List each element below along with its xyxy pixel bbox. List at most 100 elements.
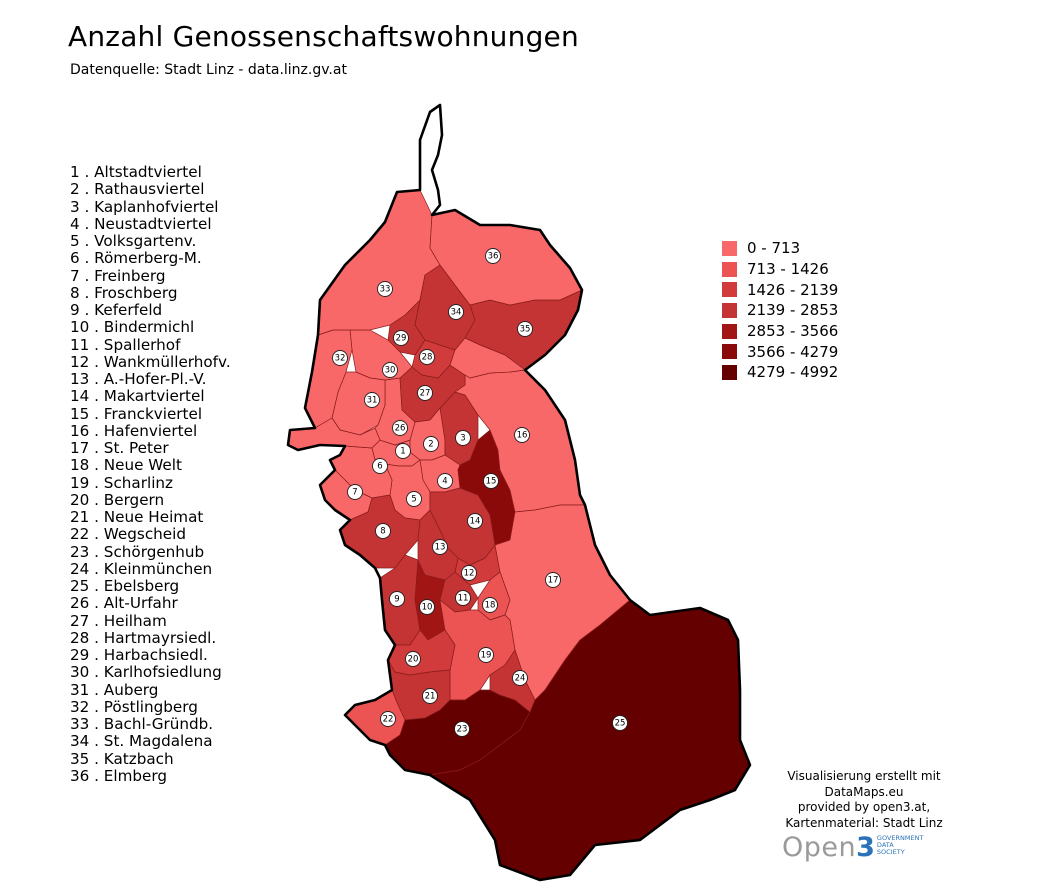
legend-label: 2139 - 2853: [747, 301, 839, 320]
legend-swatch: [722, 364, 737, 380]
district-list-item: 9 . Keferfeld: [70, 301, 163, 319]
district-markers: 1234567891011121314151617181920212223242…: [332, 248, 628, 737]
district-marker-label: 8: [380, 527, 385, 537]
district-region-24: [489, 649, 536, 713]
credits: Visualisierung erstellt mit DataMaps.eu …: [776, 769, 952, 831]
district-marker-label: 19: [481, 651, 492, 661]
legend-item: 1426 - 2139: [722, 279, 838, 300]
district-marker: 19: [478, 647, 494, 663]
district-marker-label: 4: [442, 477, 447, 487]
district-marker: 13: [432, 539, 448, 555]
district-list: 1 . Altstadtviertel 2 . Rathausviertel 3 .…: [70, 164, 240, 785]
district-marker: 30: [382, 362, 398, 378]
district-marker: 2: [423, 436, 439, 452]
district-marker-label: 26: [395, 424, 406, 434]
district-list-item: 12 . Wankmüllerhofv.: [70, 352, 231, 371]
district-marker: 4: [437, 473, 453, 489]
legend-label: 1426 - 2139: [747, 280, 839, 299]
district-marker-label: 27: [420, 389, 431, 399]
district-marker: 6: [372, 458, 388, 474]
legend-label: 2853 - 3566: [747, 322, 839, 341]
district-list-item: 2 . Rathausviertel: [70, 180, 205, 199]
district-marker: 26: [392, 420, 408, 436]
district-marker-label: 35: [520, 325, 531, 335]
credit-line: provided by open3.at,: [797, 800, 931, 814]
map-title: Anzahl Genossenschaftswohnungen: [68, 20, 579, 53]
district-list-item: 25 . Ebelsberg: [70, 577, 180, 595]
district-list-item: 5 . Volksgartenv.: [70, 232, 197, 250]
credit-line: Kartenmaterial: Stadt Linz: [785, 815, 943, 830]
logo-sub-text: GOVERNMENT DATA SOCIETY: [876, 833, 924, 856]
legend-item: 713 - 1426: [722, 259, 838, 280]
district-list-item: 17 . St. Peter: [70, 439, 169, 457]
district-list-item: 27 . Heilham: [70, 611, 167, 630]
logo-sub-line: DATA: [876, 840, 894, 849]
district-list-item: 21 . Neue Heimat: [70, 508, 204, 526]
district-list-item: 15 . Franckviertel: [70, 404, 203, 423]
district-marker: 25: [612, 715, 628, 731]
legend-item: 2853 - 3566: [722, 321, 838, 342]
district-marker-label: 36: [488, 252, 499, 262]
district-marker: 36: [485, 248, 501, 264]
district-marker: 14: [467, 513, 483, 529]
district-marker: 27: [417, 385, 433, 401]
logo-sub-line: SOCIETY: [876, 847, 905, 856]
district-marker-label: 34: [451, 308, 462, 318]
district-list-item: 3 . Kaplanhofviertel: [70, 197, 219, 216]
map-subtitle: Datenquelle: Stadt Linz - data.linz.gv.a…: [70, 62, 347, 78]
district-list-item: 32 . Pöstlingberg: [70, 697, 198, 716]
district-marker: 7: [347, 484, 363, 500]
district-marker: 24: [512, 670, 528, 686]
district-marker: 9: [389, 591, 405, 607]
district-marker: 15: [483, 473, 499, 489]
map-regions: [287, 189, 751, 881]
district-marker-label: 16: [517, 431, 528, 441]
district-marker-label: 15: [486, 477, 497, 487]
district-marker-label: 22: [383, 715, 394, 725]
district-list-item: 10 . Bindermichl: [70, 318, 195, 337]
legend-swatch: [722, 323, 737, 339]
district-marker-label: 23: [457, 725, 468, 735]
district-marker-label: 2: [428, 440, 433, 450]
district-marker-label: 6: [377, 462, 382, 472]
district-marker: 16: [514, 427, 530, 443]
district-marker-label: 13: [435, 543, 446, 553]
district-marker: 3: [455, 430, 471, 446]
district-list-item: 30 . Karlhofsiedlung: [70, 663, 222, 682]
district-marker-label: 10: [422, 603, 433, 613]
district-marker-label: 32: [335, 354, 346, 364]
district-list-item: 1 . Altstadtviertel: [70, 164, 202, 181]
credit-line: DataMaps.eu: [824, 784, 904, 799]
district-marker-label: 33: [380, 285, 391, 295]
city-outline: [286, 103, 752, 882]
district-list-item: 20 . Bergern: [70, 490, 165, 509]
district-list-item: 19 . Scharlinz: [70, 473, 174, 492]
district-marker-label: 14: [470, 517, 481, 527]
legend-swatch: [722, 344, 737, 360]
district-marker: 5: [406, 491, 422, 507]
district-list-item: 16 . Hafenviertel: [70, 421, 198, 440]
legend-swatch: [722, 240, 737, 256]
district-marker: 22: [380, 711, 396, 727]
district-marker-label: 1: [400, 447, 405, 457]
legend-item: 0 - 713: [722, 238, 838, 259]
district-list-item: 34 . St. Magdalena: [70, 732, 213, 751]
district-marker: 18: [482, 597, 498, 613]
district-marker-label: 29: [396, 334, 407, 344]
district-list-item: 11 . Spallerhof: [70, 335, 181, 354]
district-list-item: 8 . Froschberg: [70, 283, 178, 302]
district-marker-label: 11: [458, 594, 469, 604]
district-marker: 34: [448, 304, 464, 320]
credit-line: Visualisierung erstellt mit: [787, 769, 941, 783]
district-list-item: 28 . Hartmayrsiedl.: [70, 628, 217, 647]
logo-sub-line: GOVERNMENT: [876, 833, 924, 842]
legend-item: 3566 - 4279: [722, 341, 838, 362]
district-marker-label: 24: [515, 674, 526, 684]
legend-item: 4279 - 4992: [722, 362, 838, 383]
legend-label: 4279 - 4992: [747, 363, 839, 382]
district-marker-label: 7: [352, 488, 357, 498]
district-marker-label: 9: [394, 595, 399, 605]
district-list-item: 23 . Schörgenhub: [70, 542, 205, 561]
